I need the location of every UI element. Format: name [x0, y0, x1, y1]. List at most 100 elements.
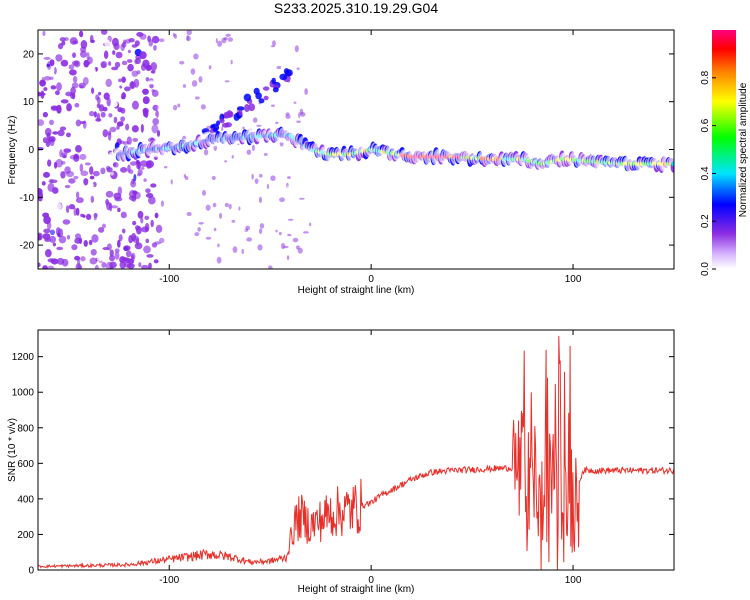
- heatmap-noise-cell: [55, 202, 62, 210]
- heatmap-noise-cell: [84, 95, 89, 102]
- heatmap-noise-cell: [111, 100, 118, 108]
- heatmap-noise-cell: [257, 244, 263, 251]
- spectrogram-heatmap: [38, 30, 674, 269]
- heatmap-noise-cell: [165, 215, 169, 221]
- heatmap-noise-cell: [102, 106, 108, 112]
- heatmap-noise-cell: [179, 60, 185, 65]
- heatmap-noise-cell: [215, 38, 218, 44]
- heatmap-noise-cell: [162, 87, 167, 91]
- heatmap-noise-cell: [82, 114, 90, 119]
- heatmap-noise-cell: [302, 47, 306, 53]
- heatmap-noise-cell: [87, 56, 93, 65]
- heatmap-noise-cell: [49, 59, 55, 67]
- heatmap-noise-cell: [127, 49, 131, 54]
- heatmap-noise-cell: [212, 202, 217, 208]
- snr-y-tick-label: 800: [17, 423, 34, 434]
- heatmap-noise-cell: [73, 60, 81, 68]
- heatmap-noise-cell: [145, 76, 150, 82]
- heatmap-noise-cell: [128, 190, 137, 199]
- heatmap-noise-cell: [304, 88, 308, 96]
- heatmap-noise-cell: [147, 196, 156, 205]
- heatmap-noise-cell: [241, 226, 246, 233]
- heatmap-noise-cell: [79, 50, 87, 58]
- heatmap-noise-cell: [38, 233, 42, 241]
- heatmap-noise-cell: [211, 175, 216, 181]
- heatmap-noise-cell: [86, 183, 95, 187]
- heatmap-noise-cell: [92, 181, 97, 188]
- heatmap-noise-cell: [246, 237, 253, 242]
- heatmap-noise-cell: [124, 86, 131, 92]
- heatmap-noise-cell: [150, 70, 156, 74]
- heatmap-noise-cell: [125, 38, 131, 44]
- heatmap-noise-cell: [252, 117, 258, 123]
- snr-y-tick-label: 1200: [12, 352, 35, 363]
- heatmap-noise-cell: [47, 265, 55, 269]
- heatmap-noise-cell: [83, 240, 88, 247]
- heatmap-noise-cell: [309, 222, 312, 227]
- heatmap-noise-cell: [88, 111, 95, 117]
- heatmap-noise-cell: [60, 160, 66, 165]
- heatmap-noise-cell: [200, 250, 203, 255]
- heatmap-noise-cell: [166, 62, 170, 65]
- heatmap-noise-cell: [228, 203, 232, 210]
- heatmap-noise-cell: [112, 182, 121, 186]
- spectrogram-y-tick-label: 20: [23, 49, 35, 60]
- snr-y-tick-label: 200: [17, 530, 34, 541]
- heatmap-noise-cell: [149, 83, 154, 89]
- spectrogram-x-tick-label: 0: [368, 274, 374, 285]
- heatmap-noise-cell: [117, 107, 123, 113]
- heatmap-noise-cell: [166, 176, 171, 181]
- heatmap-noise-cell: [151, 35, 160, 44]
- heatmap-noise-cell: [59, 149, 63, 158]
- heatmap-noise-cell: [197, 227, 201, 232]
- heatmap-noise-cell: [72, 52, 77, 58]
- heatmap-cell: [670, 161, 674, 167]
- heatmap-noise-cell: [134, 242, 143, 250]
- heatmap-noise-cell: [114, 197, 123, 202]
- heatmap-noise-cell: [292, 237, 299, 243]
- heatmap-noise-cell: [79, 163, 84, 172]
- heatmap-noise-cell: [208, 65, 212, 70]
- heatmap-noise-cell: [121, 76, 126, 83]
- heatmap-noise-cell: [98, 227, 105, 233]
- heatmap-noise-cell: [41, 181, 46, 186]
- heatmap-noise-cell: [142, 201, 148, 208]
- heatmap-noise-cell: [106, 201, 112, 211]
- heatmap-noise-cell: [227, 37, 234, 42]
- heatmap-noise-cell: [52, 242, 57, 247]
- heatmap-noise-cell: [221, 126, 224, 132]
- heatmap-noise-cell: [294, 70, 299, 75]
- heatmap-noise-cell: [131, 44, 138, 48]
- heatmap-noise-cell: [130, 180, 137, 188]
- heatmap-noise-cell: [112, 161, 119, 168]
- heatmap-noise-cell: [148, 39, 153, 47]
- heatmap-noise-cell: [294, 152, 298, 160]
- heatmap-noise-cell: [38, 91, 42, 97]
- figure-title: S233.2025.310.19.29.G04: [274, 0, 438, 16]
- heatmap-noise-cell: [101, 262, 107, 268]
- heatmap-cell: [226, 110, 233, 118]
- heatmap-cell: [236, 106, 245, 111]
- heatmap-noise-cell: [194, 232, 200, 237]
- heatmap-noise-cell: [238, 206, 241, 211]
- heatmap-noise-cell: [286, 176, 291, 179]
- heatmap-noise-cell: [205, 204, 211, 211]
- heatmap-noise-cell: [69, 92, 76, 99]
- heatmap-noise-cell: [43, 171, 51, 178]
- heatmap-noise-cell: [125, 250, 132, 258]
- heatmap-noise-cell: [95, 118, 102, 122]
- heatmap-cell: [258, 98, 265, 104]
- heatmap-noise-cell: [232, 246, 238, 254]
- heatmap-noise-cell: [83, 178, 89, 186]
- heatmap-noise-cell: [82, 103, 88, 109]
- heatmap-noise-cell: [141, 88, 149, 95]
- snr-plot-area: [38, 335, 674, 570]
- heatmap-noise-cell: [50, 50, 55, 60]
- heatmap-noise-cell: [153, 44, 157, 51]
- heatmap-noise-cell: [170, 179, 173, 185]
- heatmap-noise-cell: [141, 264, 149, 269]
- heatmap-noise-cell: [258, 196, 263, 204]
- heatmap-noise-cell: [122, 228, 126, 234]
